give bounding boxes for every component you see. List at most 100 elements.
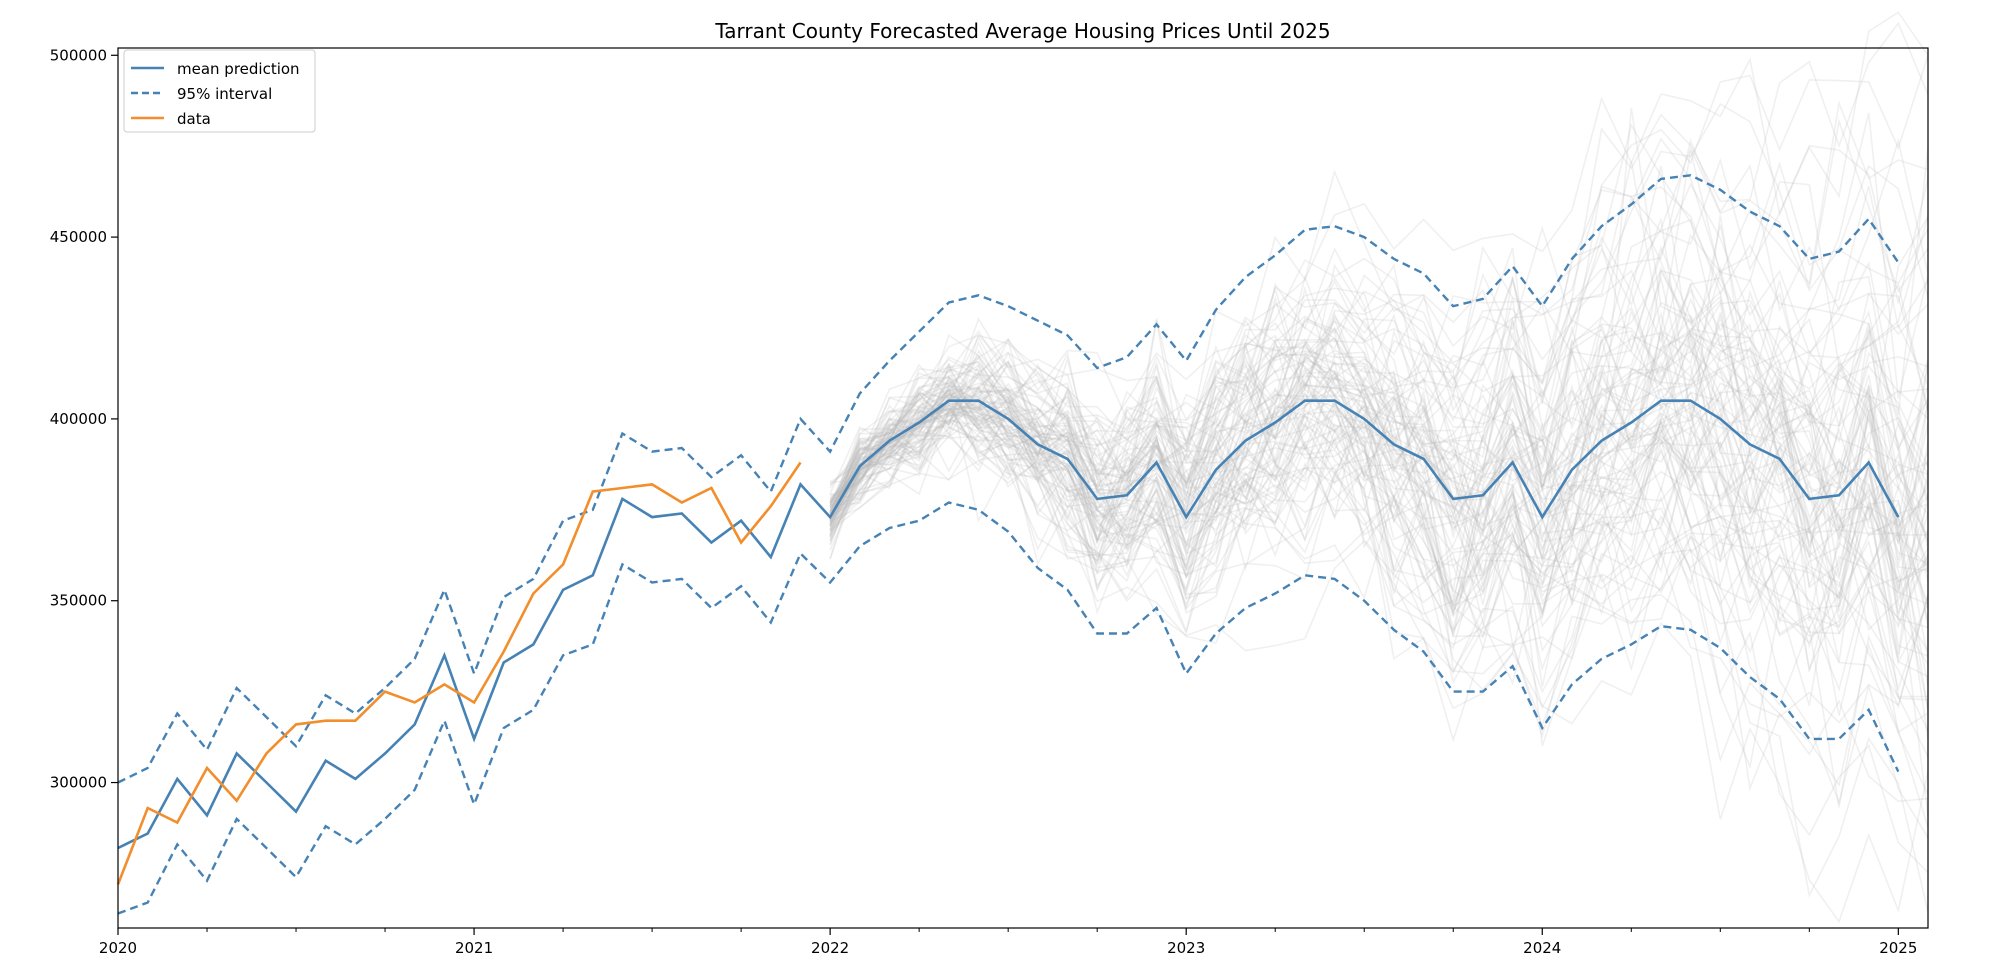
simulated-path (829, 411, 1929, 611)
simulated-path (829, 269, 1929, 551)
simulated-path (829, 330, 1929, 514)
simulated-path (829, 333, 1929, 660)
mean-prediction-line (117, 399, 1900, 850)
simulated-path (829, 144, 1929, 521)
simulated-path (829, 382, 1929, 616)
simulated-path (829, 299, 1928, 536)
simulated-path (829, 265, 1929, 605)
simulated-path (829, 338, 1929, 665)
simulated-path (829, 374, 1928, 710)
simulated-path (829, 459, 1929, 839)
simulated-path (829, 370, 1929, 618)
simulated-path (829, 373, 1929, 627)
simulated-path (829, 137, 1929, 519)
simulated-path (829, 287, 1929, 560)
simulated-path (829, 349, 1929, 732)
simulated-path (829, 393, 1929, 713)
simulated-path (829, 218, 1929, 544)
simulated-path (829, 337, 1929, 686)
simulated-path (829, 363, 1929, 678)
simulated-path (829, 181, 1929, 517)
simulated-path (829, 338, 1929, 659)
simulated-path (829, 396, 1929, 674)
simulated-path (829, 245, 1929, 591)
simulated-path (829, 309, 1929, 609)
simulated-path (829, 338, 1929, 622)
simulated-path (829, 165, 1929, 538)
chart-title: Tarrant County Forecasted Average Housin… (714, 19, 1330, 43)
legend-label-mean-prediction: mean prediction (177, 60, 300, 78)
simulated-path (829, 326, 1929, 604)
simulated-path (829, 277, 1929, 531)
simulated-path (829, 317, 1929, 541)
simulated-path (829, 11, 1929, 528)
x-tick-label: 2021 (455, 939, 493, 957)
interval-lower-line (117, 501, 1900, 915)
simulated-path (829, 291, 1929, 543)
simulated-path (829, 390, 1929, 803)
simulated-path (829, 391, 1929, 728)
simulated-path (829, 280, 1929, 526)
simulated-path (829, 306, 1929, 581)
simulated-path (829, 269, 1929, 531)
series-layer (116, 174, 1900, 915)
simulated-path (829, 216, 1929, 548)
simulated-path (829, 425, 1929, 795)
simulated-path (829, 392, 1929, 665)
simulated-path (829, 384, 1929, 701)
simulated-path (829, 294, 1929, 542)
simulated-path (830, 406, 1929, 924)
simulated-path (829, 350, 1929, 655)
simulated-path (829, 282, 1929, 552)
simulated-path (829, 137, 1929, 544)
simulated-path (830, 102, 1929, 546)
simulated-path (829, 390, 1929, 734)
x-tick-label: 2024 (1523, 939, 1561, 957)
x-tick-label: 2020 (99, 939, 137, 957)
simulated-path (829, 375, 1929, 636)
simulated-path (829, 315, 1929, 646)
simulated-path (829, 311, 1929, 652)
simulated-path (829, 21, 1929, 523)
simulated-path (829, 123, 1929, 494)
simulated-path (829, 365, 1929, 874)
legend-box (123, 49, 316, 133)
simulated-path (829, 345, 1929, 559)
x-tick-label: 2022 (811, 939, 849, 957)
simulated-path (829, 389, 1929, 740)
simulated-path (829, 407, 1929, 808)
simulated-path (829, 365, 1929, 615)
simulated-path (829, 389, 1929, 758)
interval-upper-line (117, 174, 1900, 784)
legend: mean prediction 95% interval data (123, 49, 316, 133)
simulated-path (829, 385, 1929, 600)
y-tick-label: 300000 (50, 774, 107, 792)
x-tick-label: 2025 (1879, 939, 1917, 957)
simulated-path (829, 341, 1929, 594)
simulated-path (829, 324, 1929, 618)
simulated-path (829, 405, 1929, 913)
x-tick-label: 2023 (1167, 939, 1205, 957)
simulated-path (829, 392, 1929, 672)
y-tick-label: 350000 (50, 592, 107, 610)
simulated-path (829, 336, 1929, 817)
legend-label-data: data (177, 110, 211, 128)
data-line (116, 461, 802, 885)
simulated-path (829, 359, 1929, 688)
legend-label-95-interval: 95% interval (177, 85, 272, 103)
axis-ticks: 2020 2021 2022 2023 2024 2025 300000 350000 4000… (50, 46, 1918, 957)
simulated-path (829, 301, 1929, 593)
simulated-path (829, 289, 1929, 612)
simulated-paths (829, 11, 1929, 924)
simulated-path (829, 363, 1929, 628)
simulated-path (829, 368, 1929, 631)
simulated-path (829, 363, 1929, 646)
simulated-path (829, 402, 1929, 672)
y-tick-label: 500000 (50, 46, 107, 64)
simulated-path (829, 224, 1929, 536)
y-tick-label: 450000 (50, 228, 107, 246)
y-tick-label: 400000 (50, 410, 107, 428)
simulated-path (829, 214, 1929, 547)
simulated-path (829, 392, 1929, 828)
